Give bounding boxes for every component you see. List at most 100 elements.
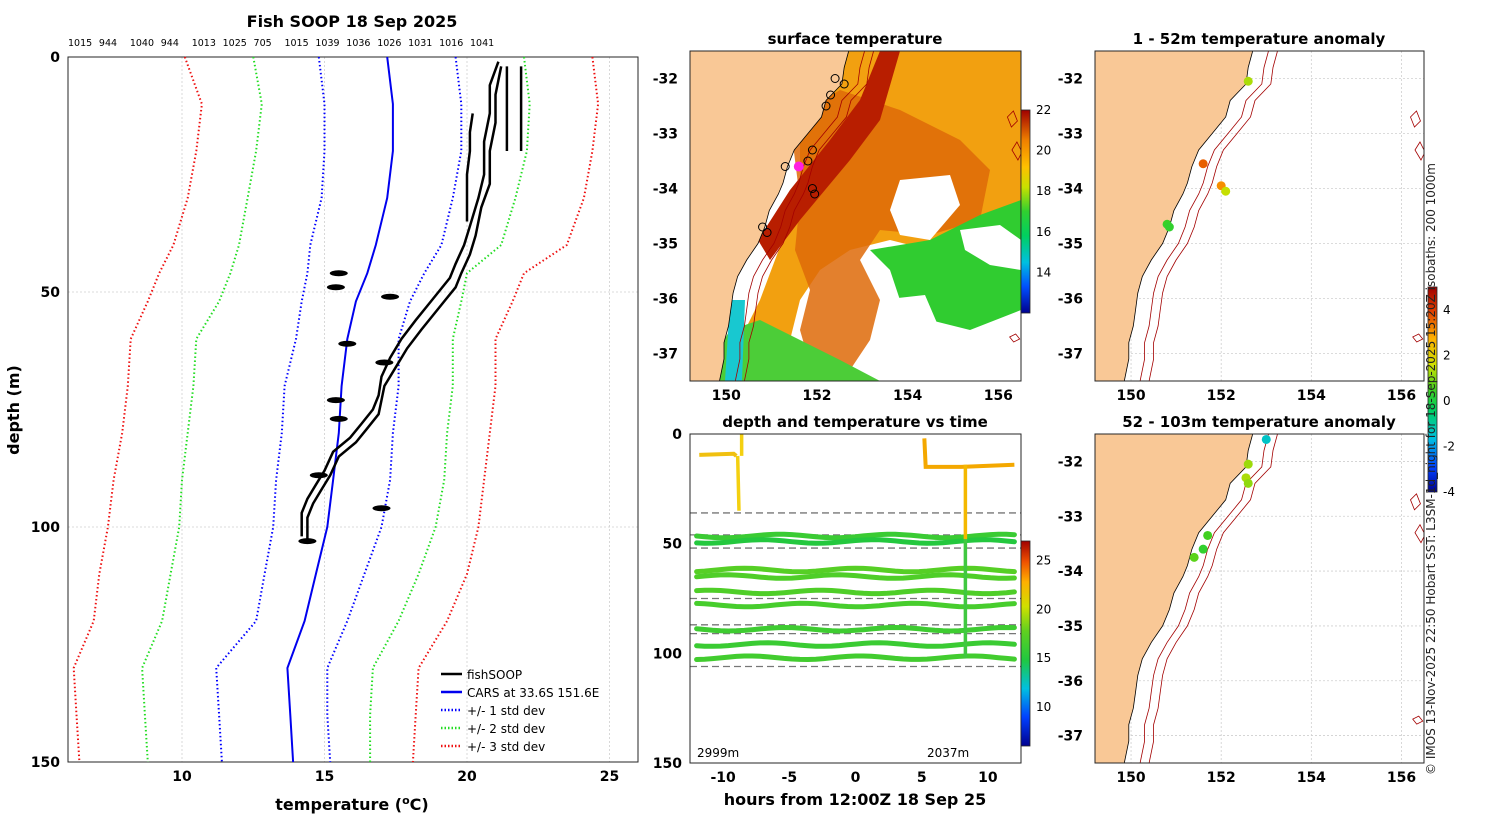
depth-time-ytick-label: 0 <box>672 427 682 443</box>
anom-lower-title: 52 - 103m temperature anomaly <box>1122 413 1396 431</box>
profile-ytick-label: 0 <box>50 50 60 66</box>
profile-ytick-label: 100 <box>31 520 60 536</box>
sst-map <box>690 51 1021 381</box>
depth-time-track <box>694 653 1017 663</box>
map-ytick-label: -35 <box>653 237 678 253</box>
legend-label-fishsoop: fishSOOP <box>467 668 522 682</box>
profile-series-line <box>72 56 203 763</box>
map-ytick-label: -34 <box>1058 182 1084 198</box>
anom-lower-point <box>1243 459 1253 469</box>
depth-time-colorbar-tick: 20 <box>1036 602 1051 616</box>
map-xtick-label: 150 <box>1116 388 1145 404</box>
profile-series-line <box>286 56 394 763</box>
profile-xtick-label: 10 <box>172 769 192 785</box>
anom-lower-isobaths <box>1139 434 1424 763</box>
anom-lower-land <box>1095 434 1254 763</box>
depth-time-ytick-label: 150 <box>653 756 682 772</box>
depth-time-xtick-label: -10 <box>710 770 736 786</box>
anom-upper-map <box>1095 51 1424 381</box>
sst-station-marker <box>807 145 817 155</box>
map-ytick-label: -37 <box>1058 729 1083 745</box>
anomaly-colorbar <box>1427 286 1438 493</box>
anom-upper-point <box>1221 186 1231 196</box>
map-xtick-label: 156 <box>1387 770 1416 786</box>
profile-top-label: 944 <box>99 38 117 49</box>
profile-top-label: 1025 <box>223 38 247 49</box>
map-xtick-label: 150 <box>712 388 741 404</box>
sst-current-core <box>758 51 900 260</box>
map-ytick-label: -32 <box>1058 72 1083 88</box>
depth-time-xtick-label: 0 <box>851 770 861 786</box>
profile-top-label: 1015 <box>284 38 308 49</box>
map-ytick-label: -32 <box>653 72 678 88</box>
map-xtick-label: 154 <box>893 388 922 404</box>
depth-time-surface-track <box>922 438 1015 469</box>
depth-time-track <box>694 624 1017 634</box>
sst-colorbar-ticks: 14 16 18 20 22 <box>1036 103 1051 279</box>
depth-time-track <box>694 565 1017 575</box>
anomaly-colorbar-tick: 0 <box>1443 394 1451 408</box>
sst-stations <box>758 74 849 237</box>
depth-time-xlabel: hours from 12:00Z 18 Sep 25 <box>724 790 986 809</box>
profile-xtick-label: 20 <box>457 769 477 785</box>
sst-cloud-gap <box>890 175 960 240</box>
profile-series-line <box>141 56 263 763</box>
profile-top-label: 1013 <box>192 38 216 49</box>
map-ytick-label: -33 <box>1058 509 1083 525</box>
sst-colorbar-tick: 20 <box>1036 144 1051 158</box>
map-ytick-label: -34 <box>653 182 679 198</box>
anomaly-colorbar-tick: 4 <box>1443 303 1451 317</box>
profile-sample-blob <box>329 415 348 422</box>
anom-lower-map <box>1095 434 1424 763</box>
sst-current-position-marker <box>793 161 804 172</box>
profile-ytick-label: 150 <box>31 755 60 771</box>
profile-top-label: 1016 <box>439 38 463 49</box>
map-ytick-label: -36 <box>653 292 678 308</box>
sst-colorbar-tick: 22 <box>1036 103 1051 117</box>
sst-colorbar <box>1020 109 1031 314</box>
profile-top-label: 1031 <box>408 38 432 49</box>
profile-series <box>72 56 600 763</box>
anom-upper-isobaths <box>1139 51 1424 381</box>
credit-text: © IMOS 13-Nov-2025 22:50 Hobart SST: L3S… <box>1424 163 1438 775</box>
sst-station-marker <box>807 184 817 193</box>
anom-lower-point <box>1243 478 1253 488</box>
anom-lower-point <box>1261 434 1271 444</box>
anom-lower-ticks: 150 152 154 156 -32 -33 -34 -35 -36 -37 <box>1058 454 1416 786</box>
depth-time-track <box>694 572 1017 581</box>
sst-station-marker <box>830 74 840 83</box>
anom-upper-point <box>1164 222 1174 232</box>
anom-upper-ticks: 150 152 154 156 -32 -33 -34 -35 -36 -37 <box>1058 72 1416 405</box>
profile-legend: fishSOOP CARS at 33.6S 151.6E +/- 1 std … <box>441 668 599 754</box>
sst-station-marker <box>758 222 768 232</box>
annotation-2037m: 2037m <box>927 746 969 760</box>
profile-top-labels: 1015 944 1040 944 1013 1025 705 1015 1039 1036 102… <box>68 38 494 49</box>
profile-ylabel: depth (m) <box>4 365 23 455</box>
profile-top-label: 705 <box>254 38 272 49</box>
anomaly-colorbar-tick: -4 <box>1443 485 1455 499</box>
profile-xtick-label: 15 <box>315 769 334 785</box>
profile-top-label: 944 <box>161 38 179 49</box>
depth-time-colorbar-tick: 25 <box>1036 554 1051 568</box>
depth-time-track <box>694 537 1017 546</box>
profile-series-line <box>411 56 600 763</box>
anom-upper-panel: 1 - 52m temperature anomaly 150 152 154 156… <box>1058 30 1425 404</box>
profile-sample-blob <box>309 472 328 479</box>
profile-xlabel: temperature (oC) <box>275 794 428 815</box>
map-ytick-label: -34 <box>1058 564 1084 580</box>
profile-axes <box>67 56 639 763</box>
profile-panel: Fish SOOP 18 Sep 2025 1015 944 1040 944 1013… <box>4 12 639 815</box>
sst-station-marker <box>803 156 813 166</box>
profile-sample-blob <box>329 270 348 277</box>
depth-time-ytick-label: 50 <box>663 537 683 553</box>
profile-ytick-label: 50 <box>41 285 61 301</box>
map-xtick-label: 156 <box>1387 388 1416 404</box>
anom-upper-title: 1 - 52m temperature anomaly <box>1133 30 1386 48</box>
profile-top-label: 1040 <box>130 38 154 49</box>
sst-station-marker <box>826 90 836 100</box>
depth-time-panel: depth and temperature vs time -10 -5 0 5 100… <box>653 413 1052 809</box>
depth-time-ytick-label: 100 <box>653 646 682 662</box>
depth-time-track <box>694 531 1017 541</box>
